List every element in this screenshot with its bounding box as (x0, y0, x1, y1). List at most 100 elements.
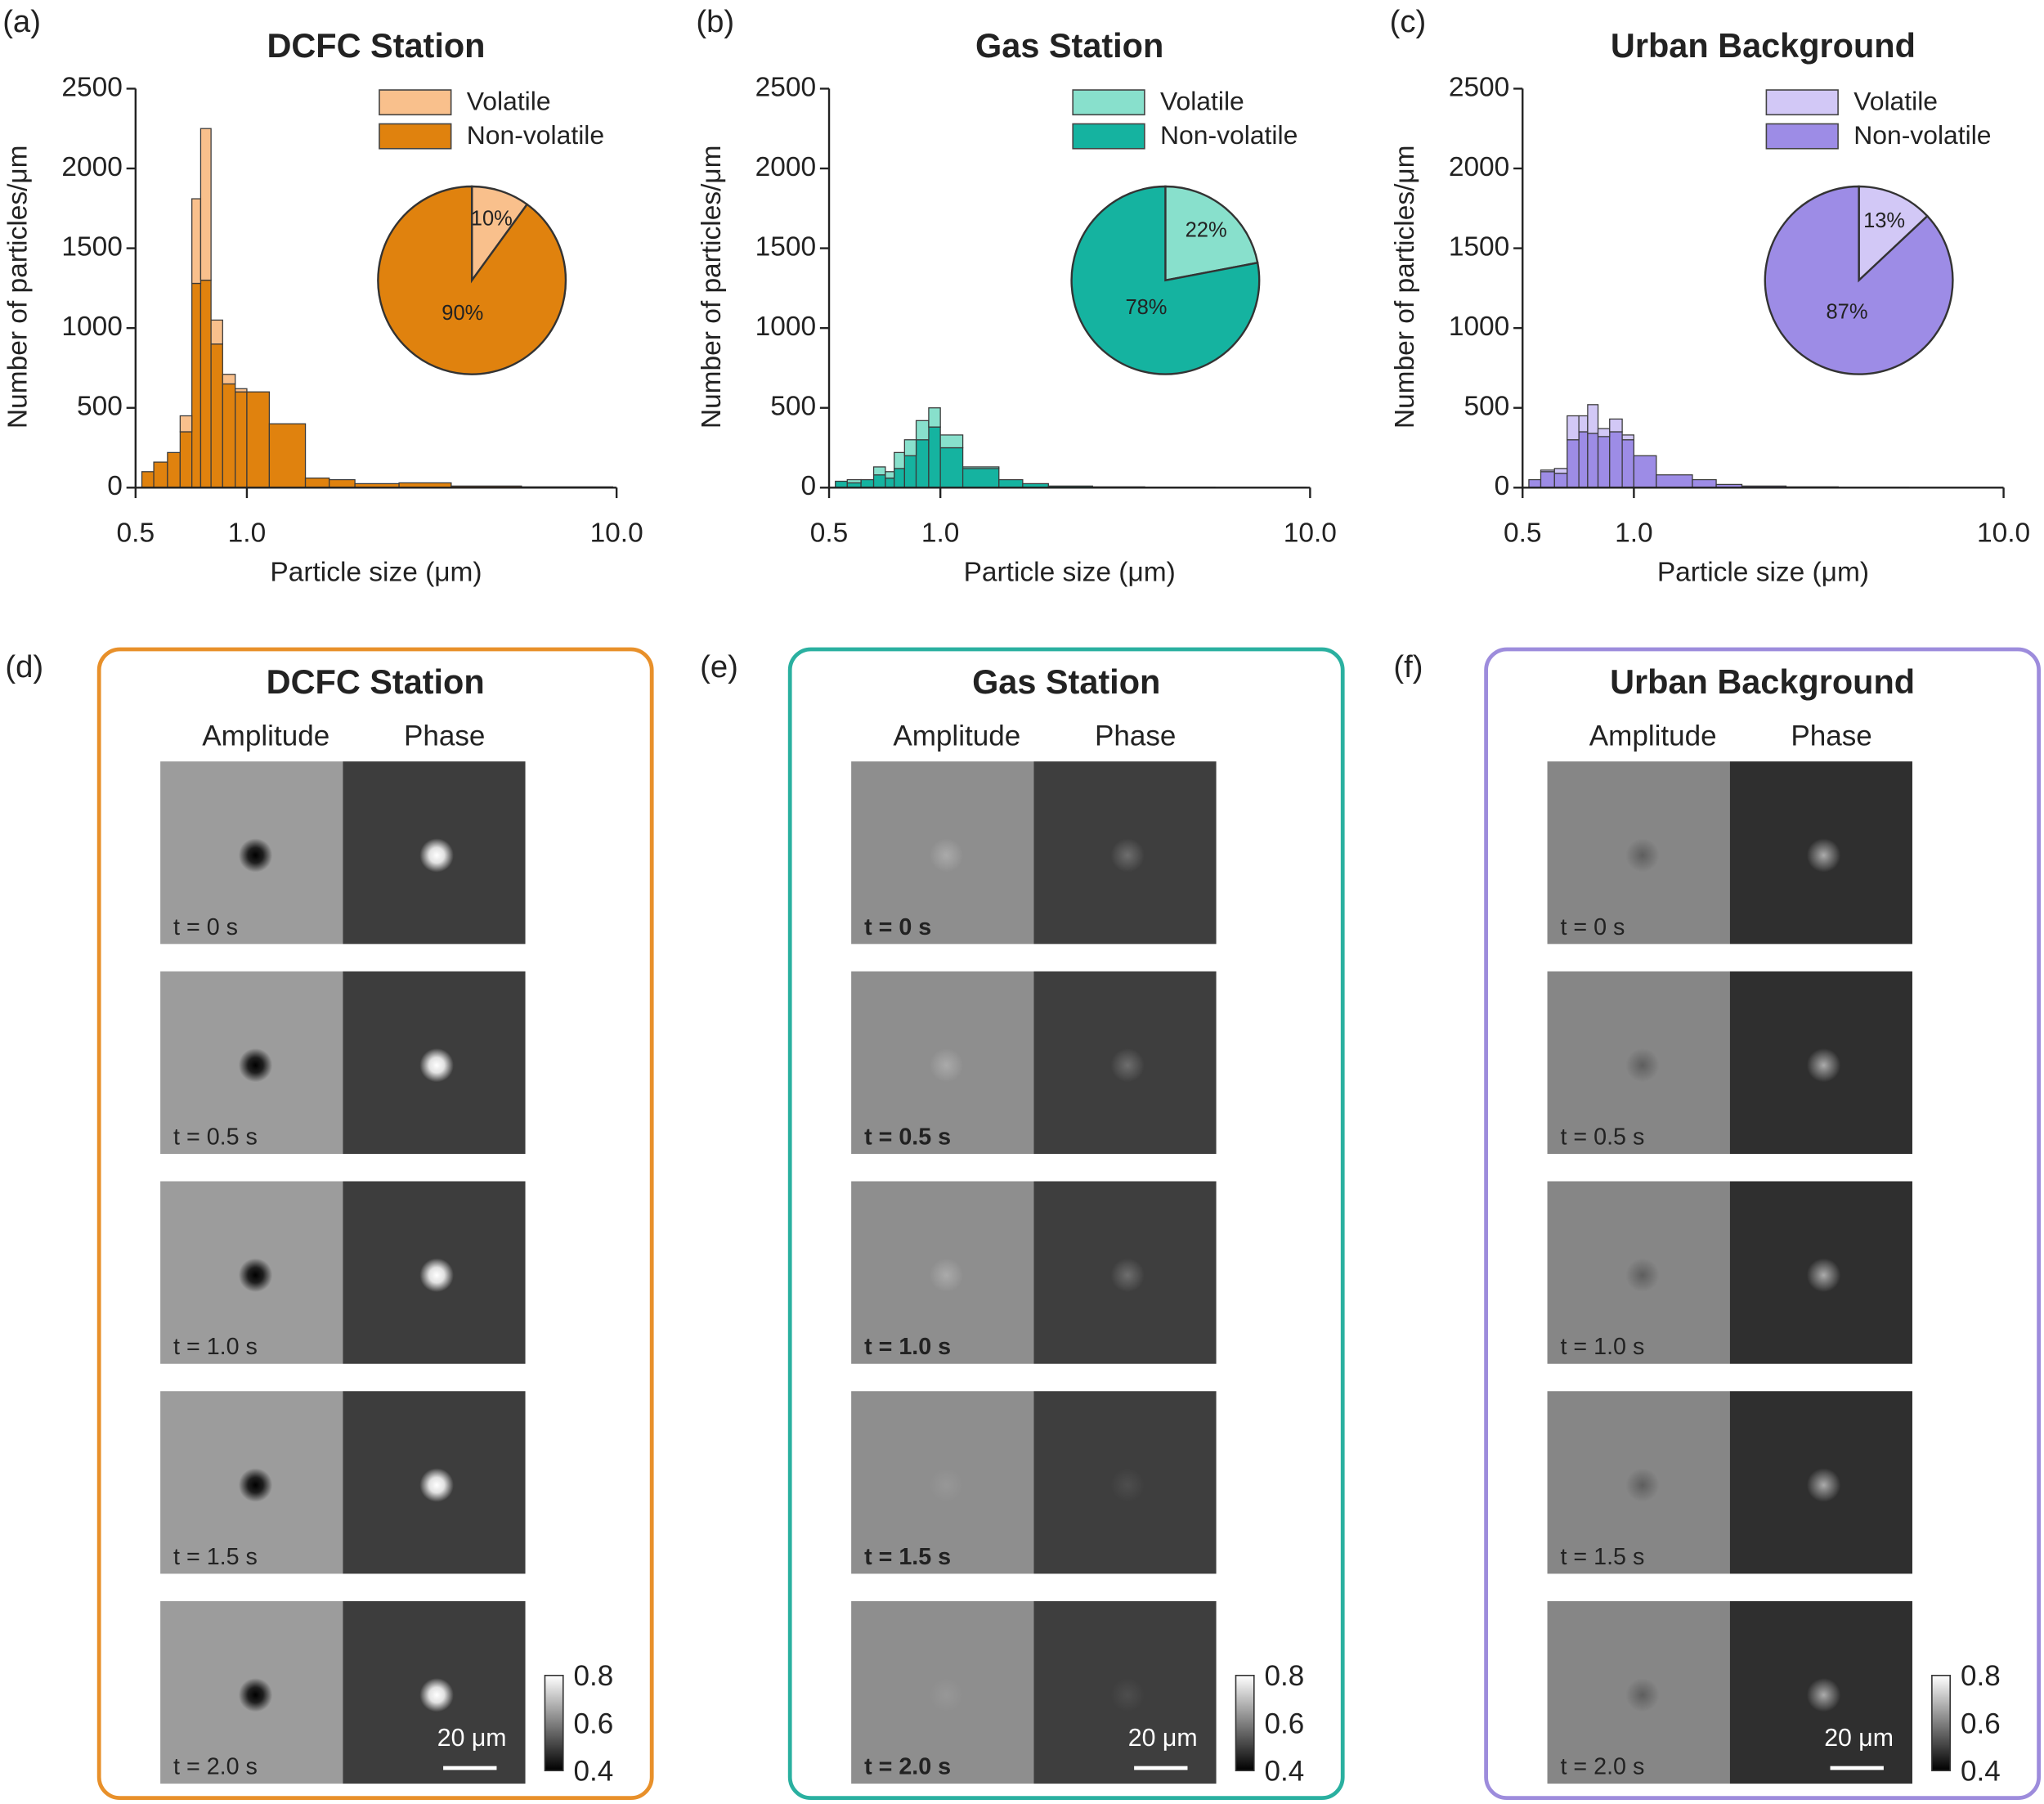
phase-particle (1110, 1468, 1145, 1502)
time-label: t = 1.0 s (864, 1334, 951, 1360)
scale-bar-label: 20 μm (437, 1725, 507, 1752)
bar (235, 388, 248, 393)
time-label: t = 2.0 s (1560, 1754, 1644, 1780)
bar (1621, 434, 1635, 441)
y-tick-label: 2000 (1449, 152, 1509, 182)
bar (1567, 415, 1580, 441)
y-axis-label: Number of particles/μm (697, 145, 727, 429)
legend-label: Non-volatile (1160, 120, 1298, 150)
bar (998, 478, 1024, 488)
y-axis-label: Number of particles/μm (1390, 145, 1420, 429)
y-tick-label: 2500 (755, 72, 816, 102)
phase-particle (1806, 1048, 1841, 1083)
bar (1578, 415, 1589, 433)
bar (179, 415, 193, 433)
colorbar-tick-label: 0.4 (574, 1756, 614, 1788)
y-tick-label: 1000 (61, 312, 122, 342)
bar (961, 468, 1000, 488)
y-tick-label: 2000 (61, 152, 122, 182)
bar (928, 407, 941, 428)
pie-label: 87% (1826, 301, 1867, 324)
panel-label: (d) (5, 649, 43, 684)
colorbar-tick-label: 0.4 (1265, 1756, 1305, 1788)
pie-label: 78% (1125, 296, 1167, 319)
phase-particle (1110, 1258, 1145, 1293)
colorbar (1235, 1674, 1255, 1771)
panel-title: Urban Background (1610, 662, 1915, 701)
phase-particle (1806, 838, 1841, 873)
time-label: t = 0.5 s (1560, 1124, 1644, 1150)
x-tick-label: 0.5 (810, 518, 849, 549)
legend-label: Volatile (1160, 86, 1244, 115)
phase-particle (1110, 1677, 1145, 1712)
bar (894, 451, 905, 469)
bar (1553, 473, 1568, 488)
column-header: Amplitude (1589, 720, 1717, 752)
colorbar-tick-label: 0.4 (1961, 1756, 2001, 1788)
pie-label: 13% (1863, 209, 1905, 232)
y-tick-label: 1000 (755, 312, 816, 342)
bar (1609, 431, 1623, 488)
amplitude-particle (929, 1048, 964, 1083)
y-tick-label: 1000 (1449, 312, 1509, 342)
time-label: t = 1.5 s (1560, 1544, 1644, 1570)
bar (153, 461, 168, 488)
bar (1567, 439, 1580, 488)
bar (1692, 478, 1717, 488)
bar (191, 282, 202, 488)
time-label: t = 0.5 s (864, 1124, 951, 1150)
bar (860, 478, 875, 488)
bar (268, 423, 307, 488)
bar (939, 434, 964, 449)
pie-slice (1070, 185, 1261, 375)
legend-swatch (1765, 123, 1839, 150)
amplitude-particle (929, 838, 964, 873)
colorbar-tick-label: 0.8 (574, 1660, 614, 1692)
bar (939, 447, 964, 488)
amplitude-particle (929, 1258, 964, 1293)
phase-particle (1110, 1048, 1145, 1083)
chart-title: DCFC Station (267, 26, 485, 65)
panel-label: (c) (1390, 4, 1427, 39)
panel-frame (96, 647, 654, 1801)
bar (928, 426, 941, 488)
amplitude-particle (238, 1677, 273, 1712)
bar (1597, 428, 1611, 438)
panel-label: (f) (1393, 649, 1423, 684)
x-tick-label: 0.5 (117, 518, 155, 549)
x-tick-label: 0.5 (1504, 518, 1542, 549)
amplitude-particle (238, 1048, 273, 1083)
amplitude-particle (1625, 838, 1660, 873)
phase-particle (1806, 1468, 1841, 1502)
time-label: t = 1.5 s (864, 1544, 951, 1570)
x-tick-label: 10.0 (1977, 518, 2030, 549)
y-tick-label: 500 (770, 392, 816, 422)
amplitude-particle (238, 838, 273, 873)
legend-swatch (1072, 123, 1145, 150)
pie-label: 90% (442, 302, 483, 325)
pie-slice (1764, 185, 1954, 375)
bar (903, 439, 917, 456)
phase-particle (1806, 1677, 1841, 1712)
bar (915, 420, 930, 441)
bar (199, 128, 212, 281)
y-axis-label: Number of particles/μm (3, 145, 34, 429)
chart-title: Urban Background (1611, 26, 1916, 65)
bar (872, 466, 886, 476)
x-axis-label: Particle size (μm) (270, 557, 482, 587)
amplitude-particle (929, 1468, 964, 1502)
time-label: t = 1.0 s (1560, 1334, 1644, 1360)
colorbar-tick-label: 0.8 (1265, 1660, 1305, 1692)
legend-label: Volatile (467, 86, 551, 115)
y-tick-label: 500 (1464, 392, 1509, 422)
bar (210, 343, 223, 488)
bar (222, 383, 236, 488)
bar (179, 431, 193, 488)
bar (1621, 439, 1635, 488)
colorbar-tick-label: 0.6 (1265, 1708, 1305, 1739)
colorbar-tick-label: 0.6 (574, 1708, 614, 1739)
amplitude-particle (929, 1677, 964, 1712)
y-tick-label: 2500 (1449, 72, 1509, 102)
time-label: t = 1.5 s (173, 1544, 258, 1570)
bar (915, 439, 930, 488)
